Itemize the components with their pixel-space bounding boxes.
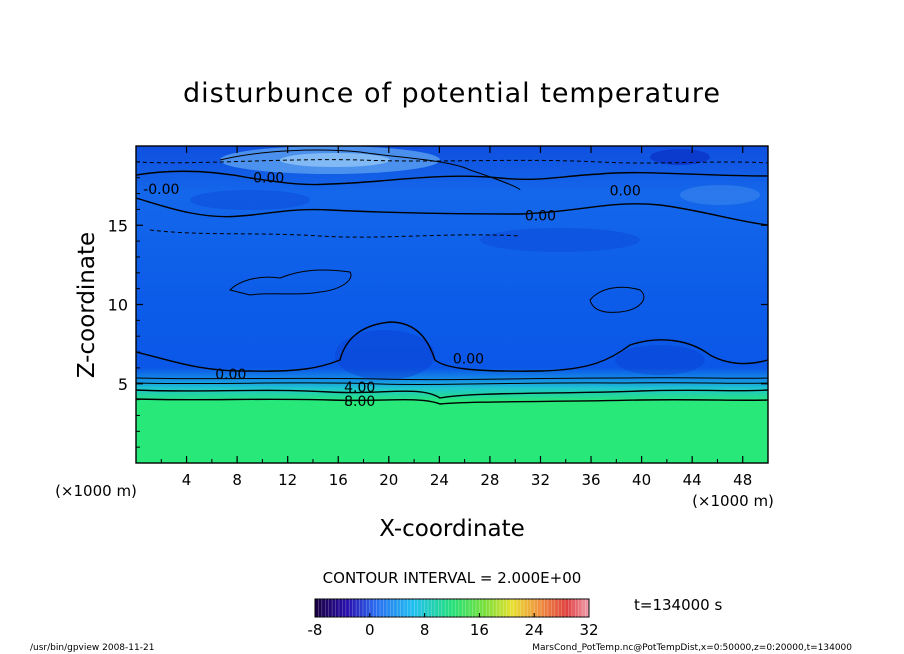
x-tick-label: 8 xyxy=(232,471,242,489)
field-background xyxy=(136,146,768,463)
contour-label: 8.00 xyxy=(344,394,375,410)
footer-right: MarsCond_PotTemp.nc@PotTempDist,x=0:5000… xyxy=(532,643,852,653)
dark-dome-center xyxy=(335,330,435,380)
colorbar xyxy=(314,598,590,618)
footer-left: /usr/bin/gpview 2008-11-21 xyxy=(30,643,154,653)
x-tick-label: 32 xyxy=(531,471,550,489)
dashed-contours xyxy=(136,159,768,238)
x-axis-ticks: 4 8 12 16 20 24 28 32 36 40 44 48 xyxy=(160,146,752,489)
contour-label: 0.00 xyxy=(253,171,284,187)
y-axis-ticks: 5 10 15 xyxy=(108,161,768,448)
colorbar-tick-label: 8 xyxy=(420,621,430,639)
x-tick-label: 28 xyxy=(480,471,499,489)
contour-label: -0.00 xyxy=(143,182,179,198)
x-tick-label: 4 xyxy=(182,471,192,489)
x-tick-label: 20 xyxy=(379,471,398,489)
colorbar-tick-label: 0 xyxy=(365,621,375,639)
chart-title: disturbunce of potential temperature xyxy=(183,78,721,109)
x-tick-label: 44 xyxy=(683,471,702,489)
colorbar-stripes xyxy=(318,599,586,617)
dark-dome-right xyxy=(615,345,705,375)
contour-label: 0.00 xyxy=(525,209,556,225)
contour-label: 0.00 xyxy=(610,183,641,199)
y-tick-label: 5 xyxy=(118,375,128,394)
x-tick-label: 24 xyxy=(430,471,449,489)
colorbar-ticks: -8 0 8 16 24 32 xyxy=(308,613,599,639)
contour-interval: CONTOUR INTERVAL = 2.000E+00 xyxy=(323,569,582,587)
colorbar-tick-label: 24 xyxy=(525,621,544,639)
x-axis-label: X-coordinate xyxy=(379,516,525,542)
time-label: t=134000 s xyxy=(634,596,722,614)
pale-blob-right xyxy=(680,185,760,205)
plot-field: -0.00 0.00 0.00 0.00 0.00 0.00 4.008.00 xyxy=(136,146,768,463)
y-tick-label: 15 xyxy=(108,216,128,235)
x-unit-label: (×1000 m) xyxy=(692,492,774,510)
dark-patch-2 xyxy=(480,228,640,252)
colorbar-tick-label: -8 xyxy=(308,621,323,639)
contour-label-group: -0.00 0.00 0.00 0.00 0.00 0.00 4.008.00 xyxy=(143,171,641,410)
x-tick-label: 12 xyxy=(278,471,297,489)
y-axis-label: Z-coordinate xyxy=(74,232,100,378)
contour-label: 4.00 xyxy=(344,380,375,396)
contour-label: 0.00 xyxy=(453,351,484,367)
x-tick-label: 40 xyxy=(632,471,651,489)
dark-patch-1 xyxy=(190,190,310,210)
y-unit-label: (×1000 m) xyxy=(55,482,137,500)
contour-label: 0.00 xyxy=(215,367,246,383)
colorbar-tick-label: 32 xyxy=(579,621,598,639)
cold-blob-top-right xyxy=(650,149,710,165)
x-tick-label: 16 xyxy=(329,471,348,489)
x-tick-label: 36 xyxy=(581,471,600,489)
x-tick-label: 48 xyxy=(733,471,752,489)
colorbar-tick-label: 16 xyxy=(470,621,489,639)
y-tick-label: 10 xyxy=(108,296,128,315)
contour-lines xyxy=(136,149,768,405)
